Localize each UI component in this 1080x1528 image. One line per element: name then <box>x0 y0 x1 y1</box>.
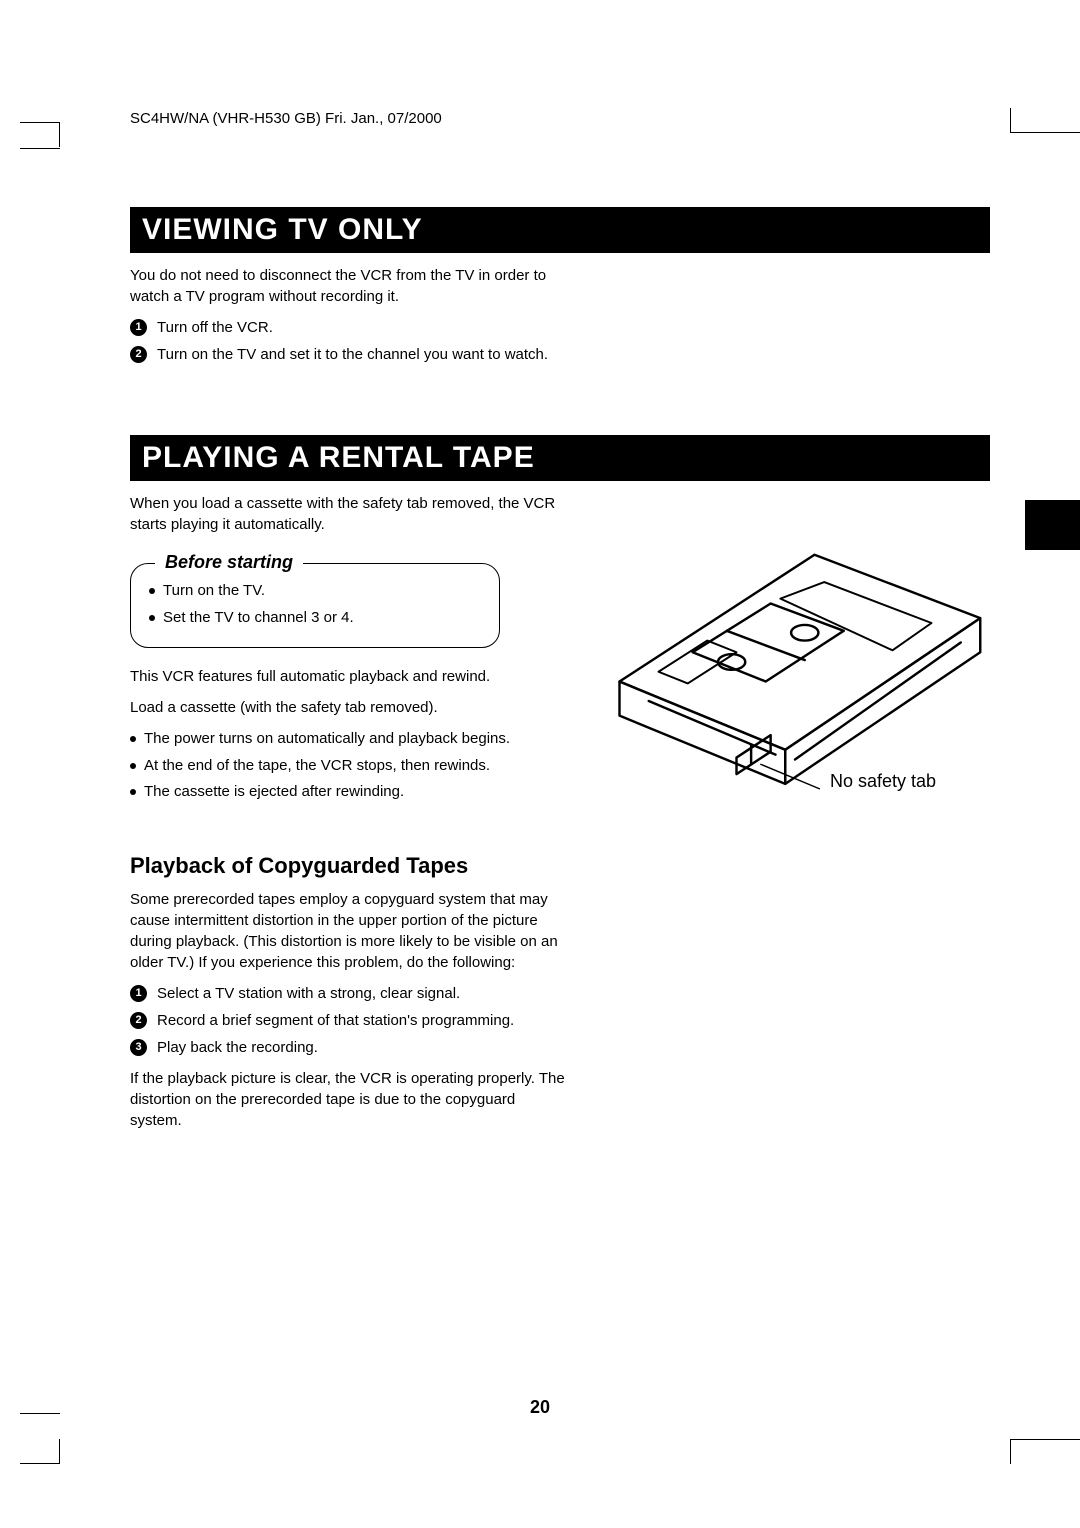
bullet-text: Set the TV to channel 3 or 4. <box>163 607 354 630</box>
step-item: 2 Turn on the TV and set it to the chann… <box>130 344 570 365</box>
step-text: Record a brief segment of that station's… <box>157 1010 514 1031</box>
crop-mark <box>20 1439 60 1464</box>
crop-mark <box>1050 1439 1080 1464</box>
bullet-icon <box>130 763 136 769</box>
step-number-icon: 1 <box>130 319 147 336</box>
section1-intro: You do not need to disconnect the VCR fr… <box>130 265 570 307</box>
bullet-item: The cassette is ejected after rewinding. <box>130 781 570 804</box>
crop-mark <box>1010 1439 1050 1464</box>
section1-steps: 1 Turn off the VCR. 2 Turn on the TV and… <box>130 317 570 365</box>
section-title-viewing: VIEWING TV ONLY <box>130 207 990 253</box>
section2-intro: When you load a cassette with the safety… <box>130 493 570 535</box>
bullet-item: The power turns on automatically and pla… <box>130 728 570 751</box>
bullet-item: Turn on the TV. <box>149 580 481 603</box>
doc-header: SC4HW/NA (VHR-H530 GB) Fri. Jan., 07/200… <box>130 110 990 127</box>
body-text: This VCR features full automatic playbac… <box>130 666 570 687</box>
step-text: Play back the recording. <box>157 1037 318 1058</box>
bullet-text: The cassette is ejected after rewinding. <box>144 781 404 804</box>
section3-steps: 1 Select a TV station with a strong, cle… <box>130 983 570 1058</box>
body-text: Load a cassette (with the safety tab rem… <box>130 697 570 718</box>
bullet-item: At the end of the tape, the VCR stops, t… <box>130 755 570 778</box>
section3-intro: Some prerecorded tapes employ a copyguar… <box>130 889 570 973</box>
before-starting-box: Before starting Turn on the TV. Set the … <box>130 563 500 648</box>
bullet-icon <box>130 736 136 742</box>
step-item: 3 Play back the recording. <box>130 1037 570 1058</box>
step-number-icon: 2 <box>130 346 147 363</box>
step-item: 1 Turn off the VCR. <box>130 317 570 338</box>
bullet-text: The power turns on automatically and pla… <box>144 728 510 751</box>
page-content: SC4HW/NA (VHR-H530 GB) Fri. Jan., 07/200… <box>0 0 1080 1131</box>
bullet-icon <box>149 615 155 621</box>
step-number-icon: 2 <box>130 1012 147 1029</box>
subsection-title-copyguard: Playback of Copyguarded Tapes <box>130 853 990 879</box>
step-item: 1 Select a TV station with a strong, cle… <box>130 983 570 1004</box>
bullet-icon <box>149 588 155 594</box>
step-number-icon: 1 <box>130 985 147 1002</box>
section-title-rental: PLAYING A RENTAL TAPE <box>130 435 990 481</box>
step-text: Turn on the TV and set it to the channel… <box>157 344 548 365</box>
bullet-item: Set the TV to channel 3 or 4. <box>149 607 481 630</box>
step-item: 2 Record a brief segment of that station… <box>130 1010 570 1031</box>
step-number-icon: 3 <box>130 1039 147 1056</box>
step-text: Turn off the VCR. <box>157 317 273 338</box>
before-starting-title: Before starting <box>155 552 303 573</box>
bullet-text: At the end of the tape, the VCR stops, t… <box>144 755 490 778</box>
cassette-label: No safety tab <box>830 771 936 792</box>
page-number: 20 <box>0 1397 1080 1418</box>
step-text: Select a TV station with a strong, clear… <box>157 983 460 1004</box>
bullet-icon <box>130 789 136 795</box>
section3-outro: If the playback picture is clear, the VC… <box>130 1068 570 1131</box>
bullet-text: Turn on the TV. <box>163 580 265 603</box>
